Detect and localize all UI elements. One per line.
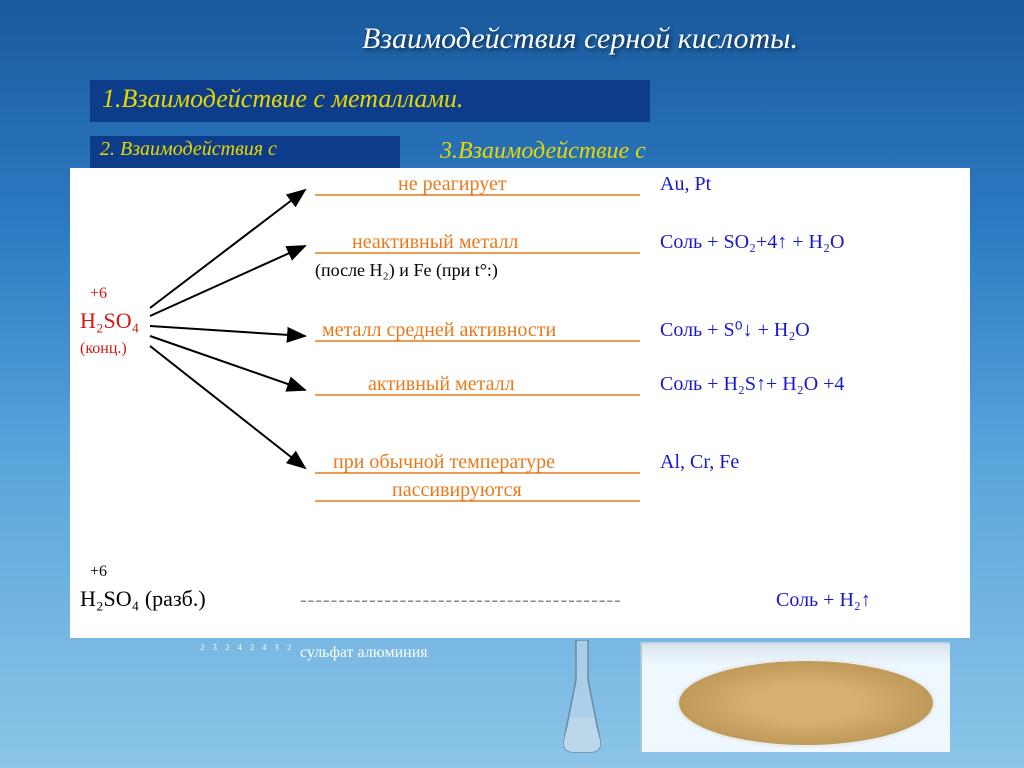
arrow-1 bbox=[150, 190, 305, 308]
b3-result: Соль + S⁰↓ + H₂O bbox=[660, 319, 810, 341]
b1-label: не реагирует bbox=[398, 173, 507, 195]
arrow-3 bbox=[150, 326, 305, 336]
heading-3: 3.Взаимодействие с bbox=[440, 138, 646, 164]
b2-label: неактивный металл bbox=[352, 231, 518, 253]
b3-label: металл средней активности bbox=[322, 319, 557, 341]
ox-state-razb: +6 bbox=[90, 563, 107, 580]
b1-result: Au, Pt bbox=[660, 173, 712, 195]
b5-sub: пассивируются bbox=[392, 479, 522, 501]
h2so4-razb: H₂SO₄ (разб.) bbox=[80, 586, 206, 611]
b2-result: Соль + SO₂+4↑ + H₂O bbox=[660, 231, 844, 253]
reaction-diagram: +6 H₂SO₄ (конц.) не реагирует Au, Pt неа… bbox=[70, 168, 970, 638]
b4-label: активный металл bbox=[368, 373, 515, 395]
arrow-2 bbox=[150, 246, 305, 316]
slide-title: Взаимодействия серной кислоты. bbox=[200, 22, 960, 56]
heading-2: 2. Взаимодействия с bbox=[100, 138, 277, 160]
bottom-formula-sub: ₂ ₃ ₂ ₄ ₂ ₄ ₃ ₂ bbox=[200, 636, 294, 652]
flask-icon bbox=[560, 640, 604, 755]
heading-1-box: 1.Взаимодействие с металлами. bbox=[90, 80, 650, 122]
petri-liquid bbox=[676, 658, 936, 748]
arrow-5 bbox=[150, 346, 305, 468]
heading-2-box: 2. Взаимодействия с bbox=[90, 136, 400, 172]
petri-dish bbox=[640, 642, 950, 752]
bottom-label: сульфат алюминия bbox=[300, 644, 428, 662]
heading-1: 1.Взаимодействие с металлами. bbox=[102, 84, 463, 113]
konc-label: (конц.) bbox=[80, 340, 127, 357]
b5-label: при обычной температуре bbox=[333, 451, 555, 473]
arrow-4 bbox=[150, 336, 305, 390]
h2so4-konc: H₂SO₄ bbox=[80, 308, 139, 333]
b2-sub: (после H₂) и Fe (при t°:) bbox=[315, 260, 498, 281]
title-text: Взаимодействия серной кислоты. bbox=[362, 22, 798, 55]
bottom-formula-text: ₂ ₃ ₂ ₄ ₂ ₄ ₃ ₂ bbox=[200, 636, 294, 651]
b4-result: Соль + H₂S↑+ H₂O +4 bbox=[660, 373, 844, 395]
heading-3-box: 3.Взаимодействие с bbox=[430, 136, 810, 172]
b5-result: Al, Cr, Fe bbox=[660, 451, 739, 473]
diagram-svg: +6 H₂SO₄ (конц.) не реагирует Au, Pt неа… bbox=[70, 168, 970, 638]
b6-result: Соль + H₂↑ bbox=[776, 589, 871, 611]
ox-state-konc: +6 bbox=[90, 285, 107, 302]
b6-dashes: ----------------------------------------… bbox=[300, 589, 622, 611]
